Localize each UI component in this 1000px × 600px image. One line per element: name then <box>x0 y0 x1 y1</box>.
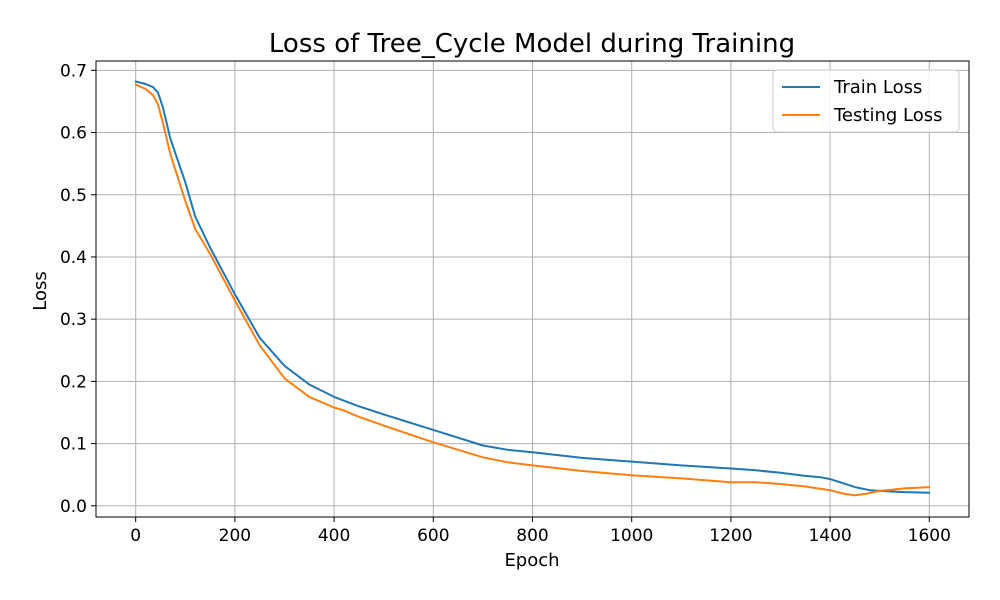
y-tick-label: 0.4 <box>60 248 87 268</box>
series-line-testing-loss <box>134 83 931 497</box>
y-tick-label: 0.5 <box>60 186 87 206</box>
y-tick-label: 0.7 <box>60 61 87 81</box>
y-tick-label: 0.0 <box>60 497 87 517</box>
x-tick-label: 600 <box>417 526 449 546</box>
series-layer <box>134 80 931 497</box>
x-axis-ticks: 0 200 400 600 800 1000 1200 1400 1600 <box>130 517 951 546</box>
x-tick-label: 800 <box>516 526 548 546</box>
y-axis-ticks: 0.0 0.1 0.2 0.3 0.4 0.5 0.6 0.7 <box>60 61 96 517</box>
chart-title: Loss of Tree_Cycle Model during Training <box>269 29 795 59</box>
legend: Train Loss Testing Loss <box>772 69 960 133</box>
y-tick-label: 0.1 <box>60 435 87 455</box>
y-axis-label: Loss <box>30 271 51 310</box>
series-line-train-loss <box>134 80 931 494</box>
x-tick-label: 0 <box>130 526 141 546</box>
x-tick-label: 200 <box>219 526 251 546</box>
y-tick-label: 0.3 <box>60 310 87 330</box>
y-tick-label: 0.6 <box>60 124 87 144</box>
grid <box>96 61 969 517</box>
legend-label-train-loss: Train Loss <box>833 77 922 98</box>
x-tick-label: 1000 <box>610 526 653 546</box>
x-tick-label: 1600 <box>908 526 951 546</box>
x-axis-label: Epoch <box>504 550 559 571</box>
y-tick-label: 0.2 <box>60 372 87 392</box>
x-tick-label: 1400 <box>808 526 851 546</box>
legend-box <box>772 69 960 133</box>
x-tick-label: 1200 <box>709 526 752 546</box>
x-tick-label: 400 <box>318 526 350 546</box>
legend-label-testing-loss: Testing Loss <box>833 105 942 126</box>
